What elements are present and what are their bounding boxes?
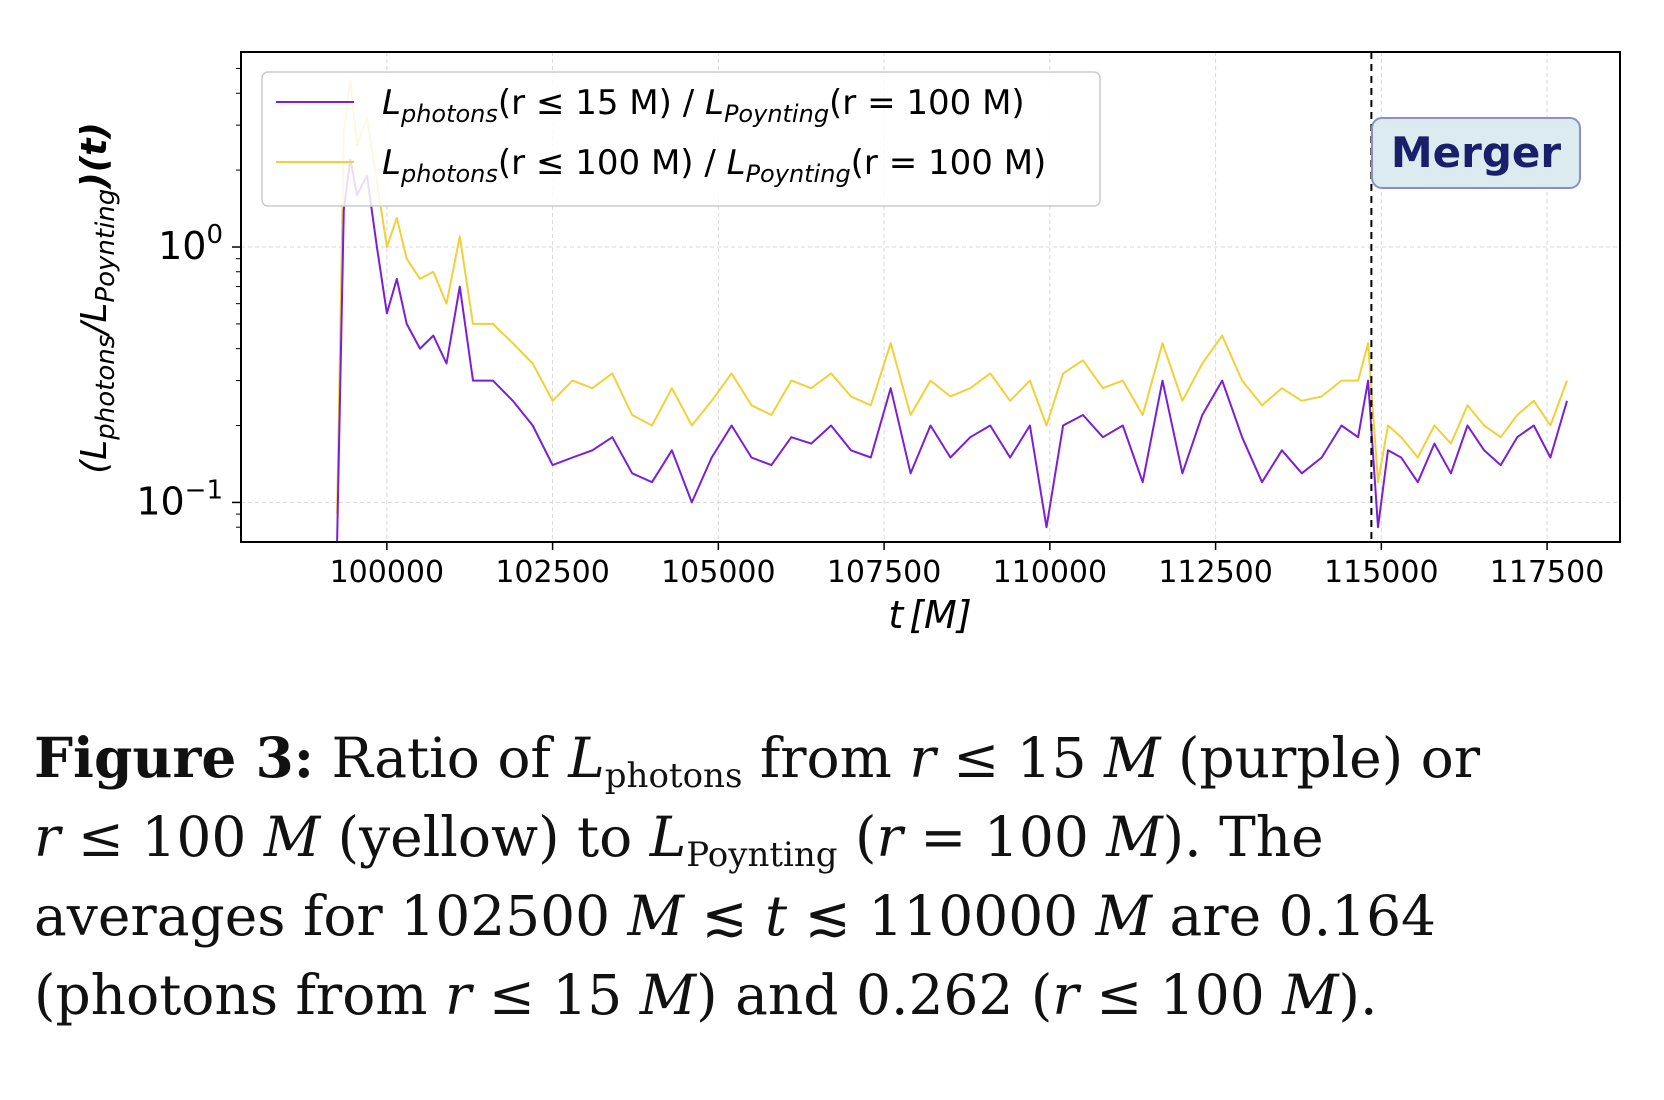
x-tick-label: 115000 [1324, 555, 1439, 590]
x-tick-label: 100000 [330, 555, 445, 590]
x-tick-label: 102500 [495, 555, 610, 590]
legend-entry-yellow: Lphotons(r ≤ 100 M) / LPoynting(r = 100 … [382, 143, 1046, 188]
figure-caption: Figure 3: Ratio of Lphotons from r ≤ 15 … [34, 718, 1634, 1035]
chart: 100000 102500 105000 107500 110000 112500 1150… [74, 51, 1621, 637]
x-tick-label: 105000 [661, 555, 776, 590]
x-axis: 100000 102500 105000 107500 110000 112500 1150… [330, 542, 1605, 590]
merger-annotation: Merger [1371, 117, 1581, 189]
y-axis-label: (Lphotons/LPoynting)(t) [74, 122, 121, 474]
x-tick-label: 112500 [1158, 555, 1273, 590]
caption-line-2: r ≤ 100 M (yellow) to LPoynting (r = 100… [34, 805, 1324, 875]
y-tick-label: 100 [158, 220, 223, 268]
caption-line-3: averages for 102500 M ≲ t ≲ 110000 M are… [34, 884, 1437, 948]
legend-entry-purple: Lphotons(r ≤ 15 M) / LPoynting(r = 100 M… [382, 83, 1025, 128]
x-tick-label: 110000 [993, 555, 1108, 590]
series-layer [336, 79, 1568, 543]
legend: Lphotons(r ≤ 15 M) / LPoynting(r = 100 M… [261, 71, 1101, 207]
caption-line-4: (photons from r ≤ 15 M) and 0.262 (r ≤ 1… [34, 963, 1378, 1027]
merger-label: Merger [1391, 128, 1562, 177]
plot-frame [240, 51, 1621, 543]
merger-label-box [1371, 117, 1581, 189]
y-tick-label: 10−1 [136, 475, 223, 523]
caption-line-1: Figure 3: Ratio of Lphotons from r ≤ 15 … [34, 725, 1481, 796]
series-line-yellow [336, 79, 1568, 515]
x-tick-label: 117500 [1490, 555, 1605, 590]
x-tick-label: 107500 [827, 555, 942, 590]
legend-box [261, 71, 1101, 207]
series-line-purple [336, 158, 1568, 543]
x-axis-label: t [M] [888, 593, 971, 637]
y-axis: 100 10−1 [136, 67, 241, 528]
